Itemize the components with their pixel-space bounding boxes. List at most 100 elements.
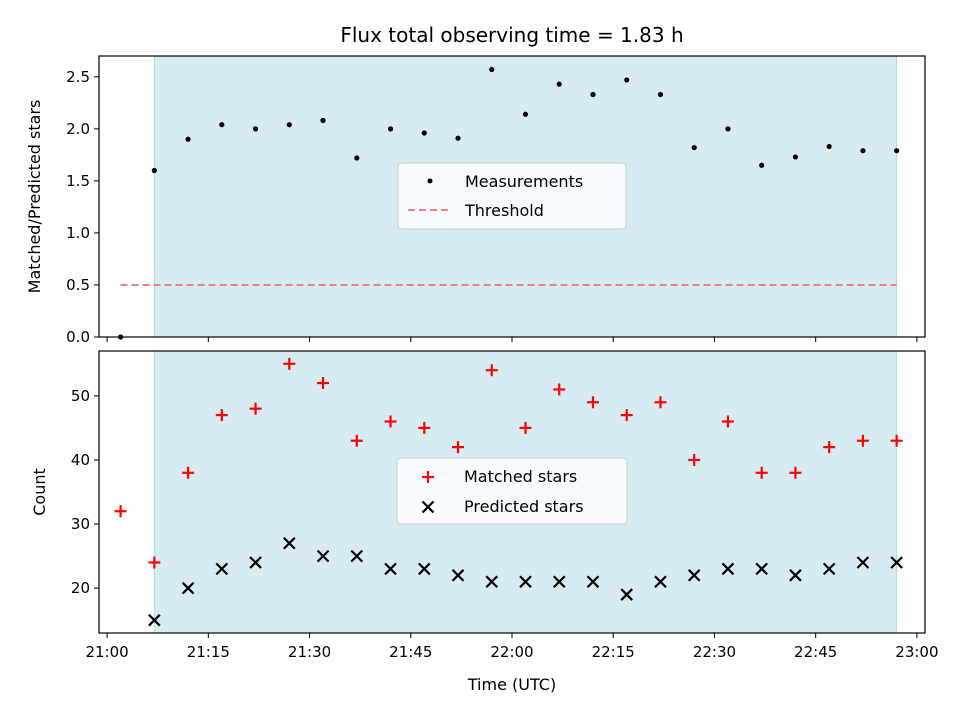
measurement-point — [826, 143, 832, 150]
bottom-legend-box — [396, 457, 628, 525]
matched-star-point — [519, 421, 532, 434]
y-tick-label: 20 — [71, 579, 90, 597]
predicted-star-point — [485, 575, 499, 589]
matched-star-point — [283, 357, 296, 370]
predicted-star-point — [215, 562, 229, 576]
x-tick-label: 23:00 — [895, 643, 938, 661]
matched-star-point — [182, 466, 195, 479]
measurement-point — [691, 144, 697, 151]
matched-star-point — [452, 441, 465, 454]
y-tick-label: 2.5 — [66, 68, 90, 86]
top-y-ticks: 0.0 0.5 1.0 1.5 2.0 2.5 — [66, 68, 99, 346]
legend-matched-glyph — [422, 471, 434, 483]
matched-star-point — [688, 453, 701, 466]
x-tick-label: 21:30 — [288, 643, 331, 661]
measurement-point — [556, 81, 562, 87]
measurement-points — [117, 66, 900, 340]
y-tick-label: 0.0 — [66, 328, 90, 346]
predicted-star-point — [283, 536, 296, 550]
predicted-star-point — [519, 575, 532, 589]
x-tick-label: 22:15 — [592, 643, 635, 661]
predicted-star-point — [552, 575, 566, 589]
matched-star-point — [148, 556, 161, 569]
top-panel: 0.0 0.5 1.0 1.5 2.0 2.5 Matched/Predicted sta… — [25, 55, 926, 346]
matched-star-point — [620, 409, 633, 422]
measurement-point — [522, 111, 529, 117]
predicted-star-point — [890, 556, 903, 569]
x-tick-label: 22:45 — [794, 643, 837, 661]
measurement-point — [286, 122, 292, 128]
measurement-point — [725, 126, 731, 132]
matched-star-point — [384, 415, 397, 428]
measurement-point — [185, 136, 191, 142]
matched-star-point — [654, 396, 667, 409]
measurement-point — [657, 91, 664, 98]
matched-star-point — [586, 396, 599, 409]
top-y-axis-label: Matched/Predicted stars — [25, 100, 44, 294]
predicted-star-point — [721, 562, 735, 576]
predicted-star-point — [856, 556, 870, 569]
predicted-star-point — [181, 581, 195, 595]
predicted-star-point — [789, 569, 802, 582]
legend-matched-marker — [422, 471, 434, 483]
legend-predicted-glyph — [421, 500, 435, 514]
legend-measurements-label: Measurements — [465, 172, 583, 191]
predicted-star-point — [451, 569, 465, 582]
matched-star-point — [317, 377, 330, 390]
top-x-ticks — [106, 337, 918, 342]
measurement-point — [590, 91, 596, 98]
matched-star-point — [114, 505, 127, 518]
matched-star-point — [890, 434, 903, 447]
predicted-star-point — [586, 575, 600, 589]
predicted-star-point — [148, 613, 161, 627]
predicted-star-point — [620, 588, 634, 601]
matched-star-point — [789, 466, 802, 479]
legend-measurements-marker — [427, 178, 433, 184]
bottom-x-ticks: 21:00 21:15 21:30 21:45 22:00 22:15 22:30 22:45… — [85, 633, 939, 661]
legend-threshold-label: Threshold — [464, 201, 544, 220]
measurement-point — [151, 167, 157, 174]
matched-star-point — [215, 409, 228, 422]
matched-star-point — [755, 466, 768, 479]
y-tick-label: 2.0 — [66, 120, 90, 138]
measurement-point — [759, 162, 765, 168]
matched-star-point — [485, 364, 498, 377]
matched-star-point — [856, 434, 869, 447]
matched-star-point — [350, 434, 363, 447]
predicted-star-point — [316, 549, 330, 563]
matched-star-point — [553, 383, 566, 396]
predicted-star-point — [822, 562, 836, 576]
matched-star-point — [823, 441, 836, 454]
top-legend-box — [397, 162, 627, 230]
measurement-point — [860, 148, 866, 154]
predicted-star-point — [417, 562, 431, 576]
legend-predicted-marker — [421, 500, 435, 514]
matched-star-point — [418, 421, 431, 434]
predicted-star-point — [687, 569, 701, 582]
legend-predicted-label: Predicted stars — [464, 497, 584, 516]
y-tick-label: 1.5 — [66, 172, 90, 190]
x-tick-label: 22:30 — [693, 643, 736, 661]
predicted-star-point — [350, 549, 364, 563]
measurement-point — [387, 126, 394, 132]
x-tick-label: 21:45 — [389, 643, 432, 661]
measurement-point — [455, 135, 461, 141]
x-tick-label: 21:15 — [187, 643, 230, 661]
predicted-star-point — [249, 556, 262, 569]
measurement-point — [792, 154, 799, 160]
bottom-legend: Matched stars Predicted stars — [396, 457, 628, 525]
predicted-star-point — [654, 575, 667, 589]
x-axis-label: Time (UTC) — [467, 675, 556, 694]
measurement-point — [219, 122, 225, 128]
y-tick-label: 1.0 — [66, 224, 90, 242]
measurement-point — [252, 126, 259, 132]
measurement-point — [489, 66, 495, 73]
count-points — [114, 357, 903, 627]
matched-star-point — [249, 402, 262, 415]
measurement-point — [624, 77, 630, 83]
predicted-star-point — [384, 562, 397, 576]
measurement-point — [354, 155, 360, 161]
y-tick-label: 30 — [71, 515, 90, 533]
